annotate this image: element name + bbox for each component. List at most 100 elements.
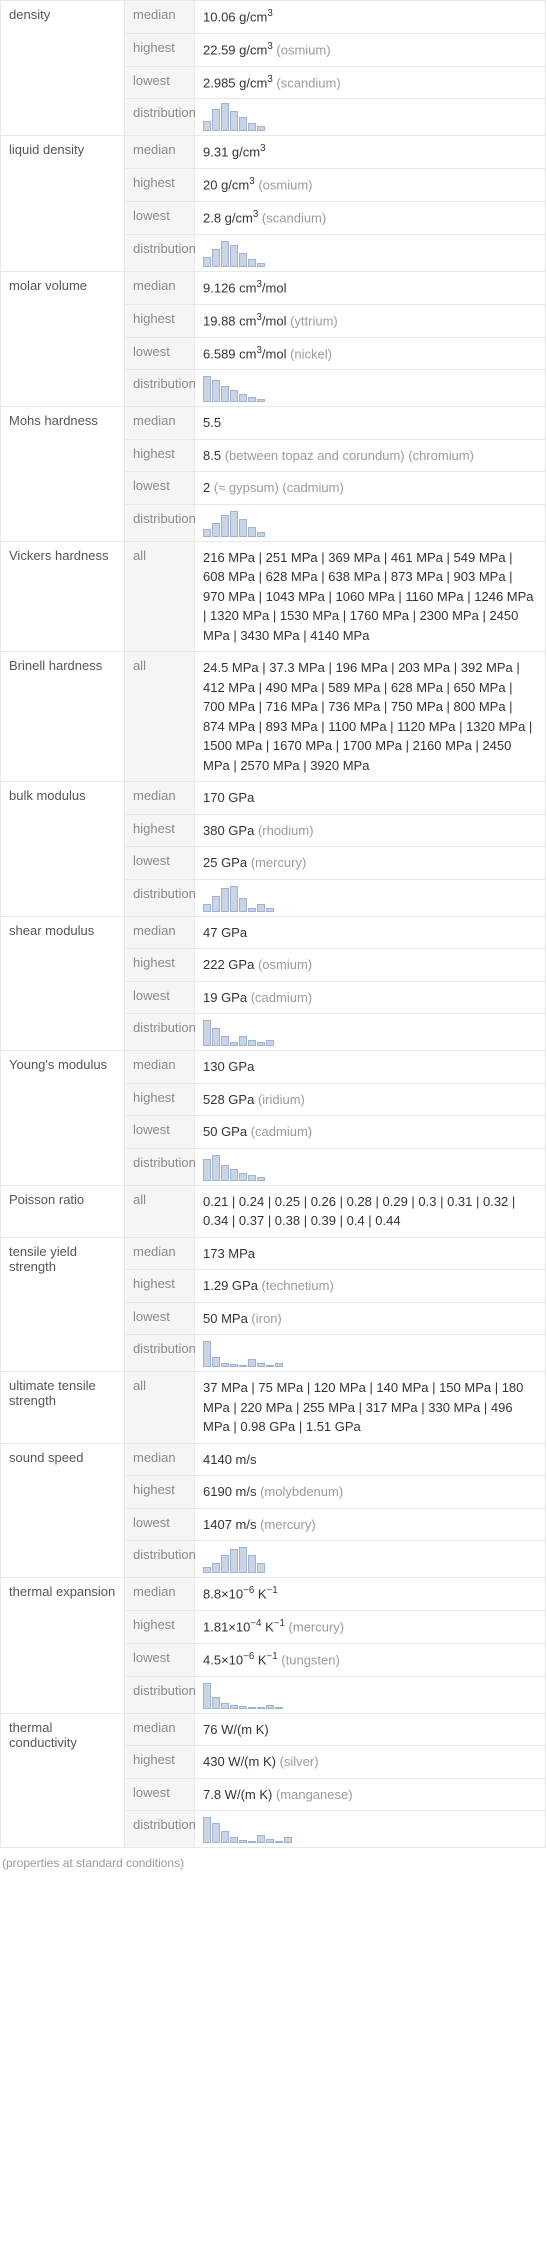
property-sub-row: highest430 W/(m K) (silver) <box>125 1746 545 1779</box>
histogram-bar <box>257 1363 265 1367</box>
property-name: bulk modulus <box>1 782 125 916</box>
property-sub-rows: all0.21 | 0.24 | 0.25 | 0.26 | 0.28 | 0.… <box>125 1186 545 1237</box>
histogram-bar <box>212 1697 220 1709</box>
histogram-bar <box>239 1706 247 1709</box>
histogram-bar <box>239 1547 247 1573</box>
property-sub-rows: median130 GPahighest528 GPa (iridium)low… <box>125 1051 545 1185</box>
histogram-bar <box>221 386 229 402</box>
property-row: molar volumemedian9.126 cm3/molhighest19… <box>0 271 546 406</box>
histogram-bar <box>266 1705 274 1709</box>
property-sub-rows: all24.5 MPa | 37.3 MPa | 196 MPa | 203 M… <box>125 652 545 781</box>
histogram-bar <box>257 904 265 912</box>
sub-row-label: median <box>125 1238 195 1270</box>
histogram-bar <box>221 888 229 912</box>
histogram-bar <box>212 523 220 537</box>
property-name: Mohs hardness <box>1 407 125 541</box>
histogram-bar <box>221 515 229 537</box>
sub-row-label: highest <box>125 949 195 981</box>
property-sub-row: highest1.29 GPa (technetium) <box>125 1270 545 1303</box>
sub-row-label: median <box>125 1444 195 1476</box>
histogram-bar <box>266 1839 274 1843</box>
property-sub-row: lowest50 MPa (iron) <box>125 1303 545 1336</box>
property-sub-rows: median9.126 cm3/molhighest19.88 cm3/mol … <box>125 272 545 406</box>
sub-row-label: lowest <box>125 472 195 504</box>
property-sub-row: distribution <box>125 1811 545 1847</box>
sub-row-value: 1407 m/s (mercury) <box>195 1509 545 1541</box>
property-row: Vickers hardnessall216 MPa | 251 MPa | 3… <box>0 541 546 652</box>
property-sub-rows: median47 GPahighest222 GPa (osmium)lowes… <box>125 917 545 1051</box>
histogram-bar <box>275 1707 283 1709</box>
sub-row-value: 8.8×10−6 K−1 <box>195 1578 545 1610</box>
histogram-bar <box>221 1363 229 1367</box>
property-row: Young's modulusmedian130 GPahighest528 G… <box>0 1050 546 1185</box>
histogram-bar <box>230 1042 238 1046</box>
property-sub-rows: median4140 m/shighest6190 m/s (molybdenu… <box>125 1444 545 1578</box>
property-name: Young's modulus <box>1 1051 125 1185</box>
histogram-bar <box>248 123 256 131</box>
histogram-bar <box>257 1177 265 1181</box>
property-name: ultimate tensile strength <box>1 1372 125 1443</box>
sub-row-label: highest <box>125 440 195 472</box>
property-name: Vickers hardness <box>1 542 125 652</box>
property-sub-row: distribution <box>125 880 545 916</box>
histogram-bar <box>257 1835 265 1843</box>
histogram-bar <box>257 1042 265 1046</box>
property-sub-row: lowest6.589 cm3/mol (nickel) <box>125 338 545 371</box>
property-sub-row: median10.06 g/cm3 <box>125 1 545 34</box>
histogram-bar <box>203 1683 211 1709</box>
distribution-histogram <box>195 99 545 135</box>
sub-row-label: lowest <box>125 982 195 1014</box>
property-sub-row: lowest2.985 g/cm3 (scandium) <box>125 67 545 100</box>
sub-row-label: median <box>125 1578 195 1610</box>
sub-row-label: lowest <box>125 1779 195 1811</box>
property-sub-row: median4140 m/s <box>125 1444 545 1477</box>
property-sub-rows: all37 MPa | 75 MPa | 120 MPa | 140 MPa |… <box>125 1372 545 1443</box>
histogram-bar <box>248 1359 256 1367</box>
histogram-bar <box>212 896 220 912</box>
histogram-bar <box>221 1703 229 1709</box>
sub-row-value: 25 GPa (mercury) <box>195 847 545 879</box>
distribution-histogram <box>195 880 545 916</box>
histogram-bar <box>284 1837 292 1843</box>
histogram-bar <box>257 532 265 537</box>
histogram-bar <box>203 1020 211 1046</box>
sub-row-label: median <box>125 407 195 439</box>
sub-row-label: highest <box>125 1611 195 1643</box>
histogram-bar <box>257 126 265 131</box>
sub-row-label: lowest <box>125 1509 195 1541</box>
property-sub-row: lowest2.8 g/cm3 (scandium) <box>125 202 545 235</box>
property-sub-row: distribution <box>125 1677 545 1713</box>
histogram-bar <box>239 1173 247 1181</box>
sub-row-value: 6190 m/s (molybdenum) <box>195 1476 545 1508</box>
sub-row-value: 130 GPa <box>195 1051 545 1083</box>
property-sub-row: median76 W/(m K) <box>125 1714 545 1747</box>
property-name: density <box>1 1 125 135</box>
property-sub-rows: median173 MPahighest1.29 GPa (technetium… <box>125 1238 545 1372</box>
property-sub-row: lowest50 GPa (cadmium) <box>125 1116 545 1149</box>
histogram-bar <box>239 117 247 131</box>
histogram-bar <box>203 1817 211 1843</box>
histogram-bar <box>230 390 238 402</box>
histogram-bar <box>230 245 238 267</box>
sub-row-value: 216 MPa | 251 MPa | 369 MPa | 461 MPa | … <box>195 542 545 652</box>
sub-row-label: highest <box>125 815 195 847</box>
property-sub-row: highest222 GPa (osmium) <box>125 949 545 982</box>
histogram-bar <box>230 1364 238 1367</box>
sub-row-value: 528 GPa (iridium) <box>195 1084 545 1116</box>
property-row: liquid densitymedian9.31 g/cm3highest20 … <box>0 135 546 270</box>
histogram-bar <box>212 249 220 267</box>
property-sub-rows: median10.06 g/cm3highest22.59 g/cm3 (osm… <box>125 1 545 135</box>
property-sub-row: lowest1407 m/s (mercury) <box>125 1509 545 1542</box>
property-sub-row: all216 MPa | 251 MPa | 369 MPa | 461 MPa… <box>125 542 545 652</box>
histogram-bar <box>257 399 265 402</box>
sub-row-value: 6.589 cm3/mol (nickel) <box>195 338 545 370</box>
histogram-bar <box>212 1155 220 1181</box>
histogram-bar <box>266 1040 274 1046</box>
property-sub-row: all37 MPa | 75 MPa | 120 MPa | 140 MPa |… <box>125 1372 545 1443</box>
sub-row-value: 50 GPa (cadmium) <box>195 1116 545 1148</box>
property-name: Brinell hardness <box>1 652 125 781</box>
property-sub-row: distribution <box>125 1014 545 1050</box>
histogram-bar <box>239 898 247 912</box>
property-sub-row: median5.5 <box>125 407 545 440</box>
sub-row-value: 20 g/cm3 (osmium) <box>195 169 545 201</box>
